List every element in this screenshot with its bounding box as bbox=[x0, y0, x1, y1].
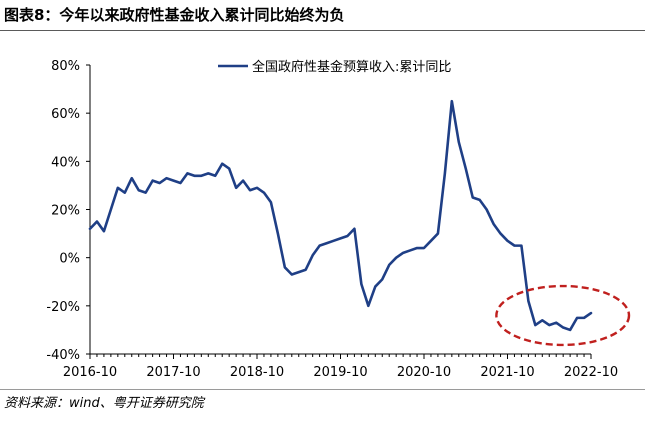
y-tick-label: -40% bbox=[46, 348, 80, 363]
chart-plot-area bbox=[88, 99, 631, 347]
chart-title: 图表8：今年以来政府性基金收入累计同比始终为负 bbox=[4, 6, 345, 24]
chart-axes: 80% 60% 40% 20% 0% -20% -40% 2016-10 2017-10 2018… bbox=[46, 59, 618, 380]
y-tick-label: 60% bbox=[51, 107, 80, 122]
x-tick-label: 2018-10 bbox=[230, 365, 284, 380]
footer-divider bbox=[0, 389, 645, 390]
legend-label: 全国政府性基金预算收入:累计同比 bbox=[252, 59, 451, 75]
series-line bbox=[88, 99, 593, 332]
x-tick-label: 2021-10 bbox=[480, 365, 534, 380]
x-tick-label: 2022-10 bbox=[564, 365, 618, 380]
source-note: 资料来源：wind、粤开证券研究院 bbox=[4, 396, 204, 411]
title-divider bbox=[0, 30, 645, 31]
highlight-ellipse bbox=[495, 284, 631, 347]
x-tick-label: 2016-10 bbox=[63, 365, 117, 380]
y-tick-label: -20% bbox=[46, 300, 80, 315]
y-tick-label: 20% bbox=[51, 204, 80, 219]
y-tick-label: 0% bbox=[59, 252, 80, 267]
y-tick-label: 40% bbox=[51, 155, 80, 170]
x-tick-label: 2017-10 bbox=[146, 365, 200, 380]
x-tick-label: 2019-10 bbox=[313, 365, 367, 380]
chart-legend: 全国政府性基金预算收入:累计同比 bbox=[218, 59, 451, 75]
y-tick-label: 80% bbox=[51, 59, 80, 74]
x-tick-label: 2020-10 bbox=[397, 365, 451, 380]
